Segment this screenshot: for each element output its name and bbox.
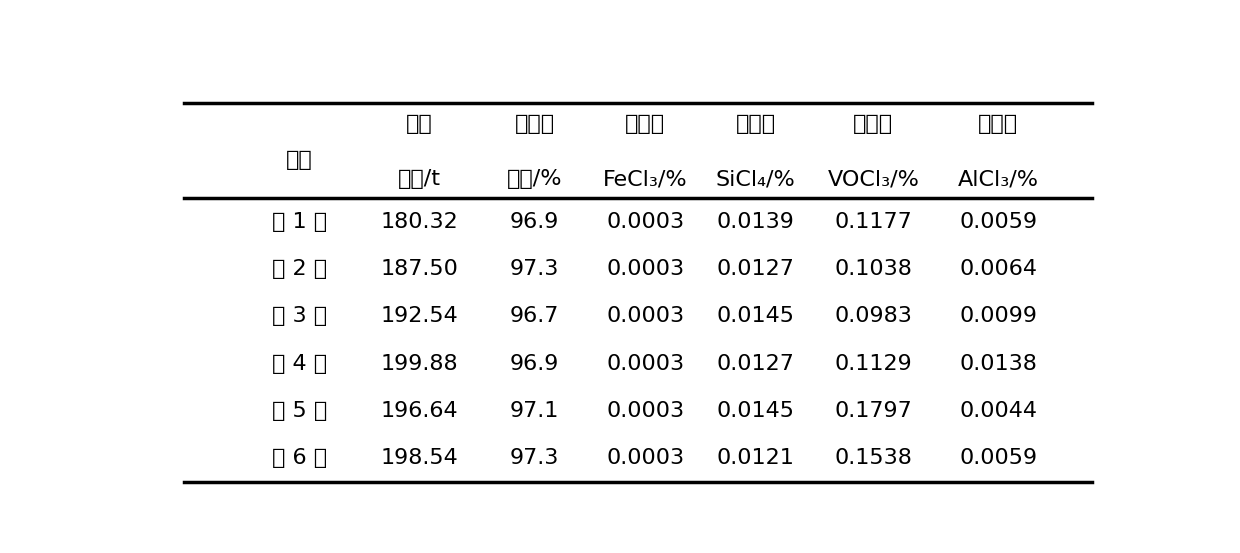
Text: 96.7: 96.7 [510, 306, 559, 326]
Text: 0.1129: 0.1129 [835, 353, 913, 373]
Text: 0.0138: 0.0138 [960, 353, 1037, 373]
Text: 产量/t: 产量/t [398, 169, 440, 189]
Text: 192.54: 192.54 [381, 306, 458, 326]
Text: 粗钛: 粗钛 [405, 114, 433, 134]
Text: 0.1797: 0.1797 [835, 401, 913, 421]
Text: 198.54: 198.54 [381, 448, 458, 468]
Text: 0.1038: 0.1038 [835, 259, 913, 279]
Text: 0.0003: 0.0003 [606, 401, 684, 421]
Text: 0.0145: 0.0145 [717, 401, 795, 421]
Text: 第 3 天: 第 3 天 [272, 306, 326, 326]
Text: 0.0059: 0.0059 [960, 212, 1038, 232]
Text: 收率/%: 收率/% [507, 169, 563, 189]
Text: 196.64: 196.64 [381, 401, 458, 421]
Text: 实际钛: 实际钛 [515, 114, 554, 134]
Text: 0.0044: 0.0044 [960, 401, 1038, 421]
Text: 0.0127: 0.0127 [717, 353, 795, 373]
Text: 97.3: 97.3 [510, 448, 559, 468]
Text: 0.0064: 0.0064 [960, 259, 1038, 279]
Text: 0.0003: 0.0003 [606, 448, 684, 468]
Text: 0.0059: 0.0059 [960, 448, 1038, 468]
Text: 第 2 天: 第 2 天 [272, 259, 326, 279]
Text: 187.50: 187.50 [381, 259, 459, 279]
Text: 0.0003: 0.0003 [606, 212, 684, 232]
Text: 日期: 日期 [285, 150, 312, 170]
Text: 97.3: 97.3 [510, 259, 559, 279]
Text: SiCl₄/%: SiCl₄/% [715, 169, 796, 189]
Text: 第 6 天: 第 6 天 [272, 448, 326, 468]
Text: 0.0003: 0.0003 [606, 353, 684, 373]
Text: 第 1 天: 第 1 天 [272, 212, 326, 232]
Text: 0.0983: 0.0983 [835, 306, 913, 326]
Text: 0.0003: 0.0003 [606, 306, 684, 326]
Text: 粗钛中: 粗钛中 [735, 114, 776, 134]
Text: 粗钛中: 粗钛中 [978, 114, 1018, 134]
Text: 0.0145: 0.0145 [717, 306, 795, 326]
Text: 第 5 天: 第 5 天 [272, 401, 327, 421]
Text: 第 4 天: 第 4 天 [272, 353, 326, 373]
Text: AlCl₃/%: AlCl₃/% [957, 169, 1039, 189]
Text: 0.0003: 0.0003 [606, 259, 684, 279]
Text: 0.1177: 0.1177 [835, 212, 913, 232]
Text: 97.1: 97.1 [510, 401, 559, 421]
Text: 0.0139: 0.0139 [717, 212, 795, 232]
Text: 粗钛中: 粗钛中 [853, 114, 893, 134]
Text: 96.9: 96.9 [510, 353, 559, 373]
Text: 粗钛中: 粗钛中 [625, 114, 665, 134]
Text: 199.88: 199.88 [381, 353, 458, 373]
Text: 180.32: 180.32 [381, 212, 458, 232]
Text: 0.0127: 0.0127 [717, 259, 795, 279]
Text: 0.0099: 0.0099 [960, 306, 1038, 326]
Text: VOCl₃/%: VOCl₃/% [827, 169, 919, 189]
Text: 96.9: 96.9 [510, 212, 559, 232]
Text: 0.1538: 0.1538 [835, 448, 913, 468]
Text: 0.0121: 0.0121 [717, 448, 795, 468]
Text: FeCl₃/%: FeCl₃/% [603, 169, 687, 189]
